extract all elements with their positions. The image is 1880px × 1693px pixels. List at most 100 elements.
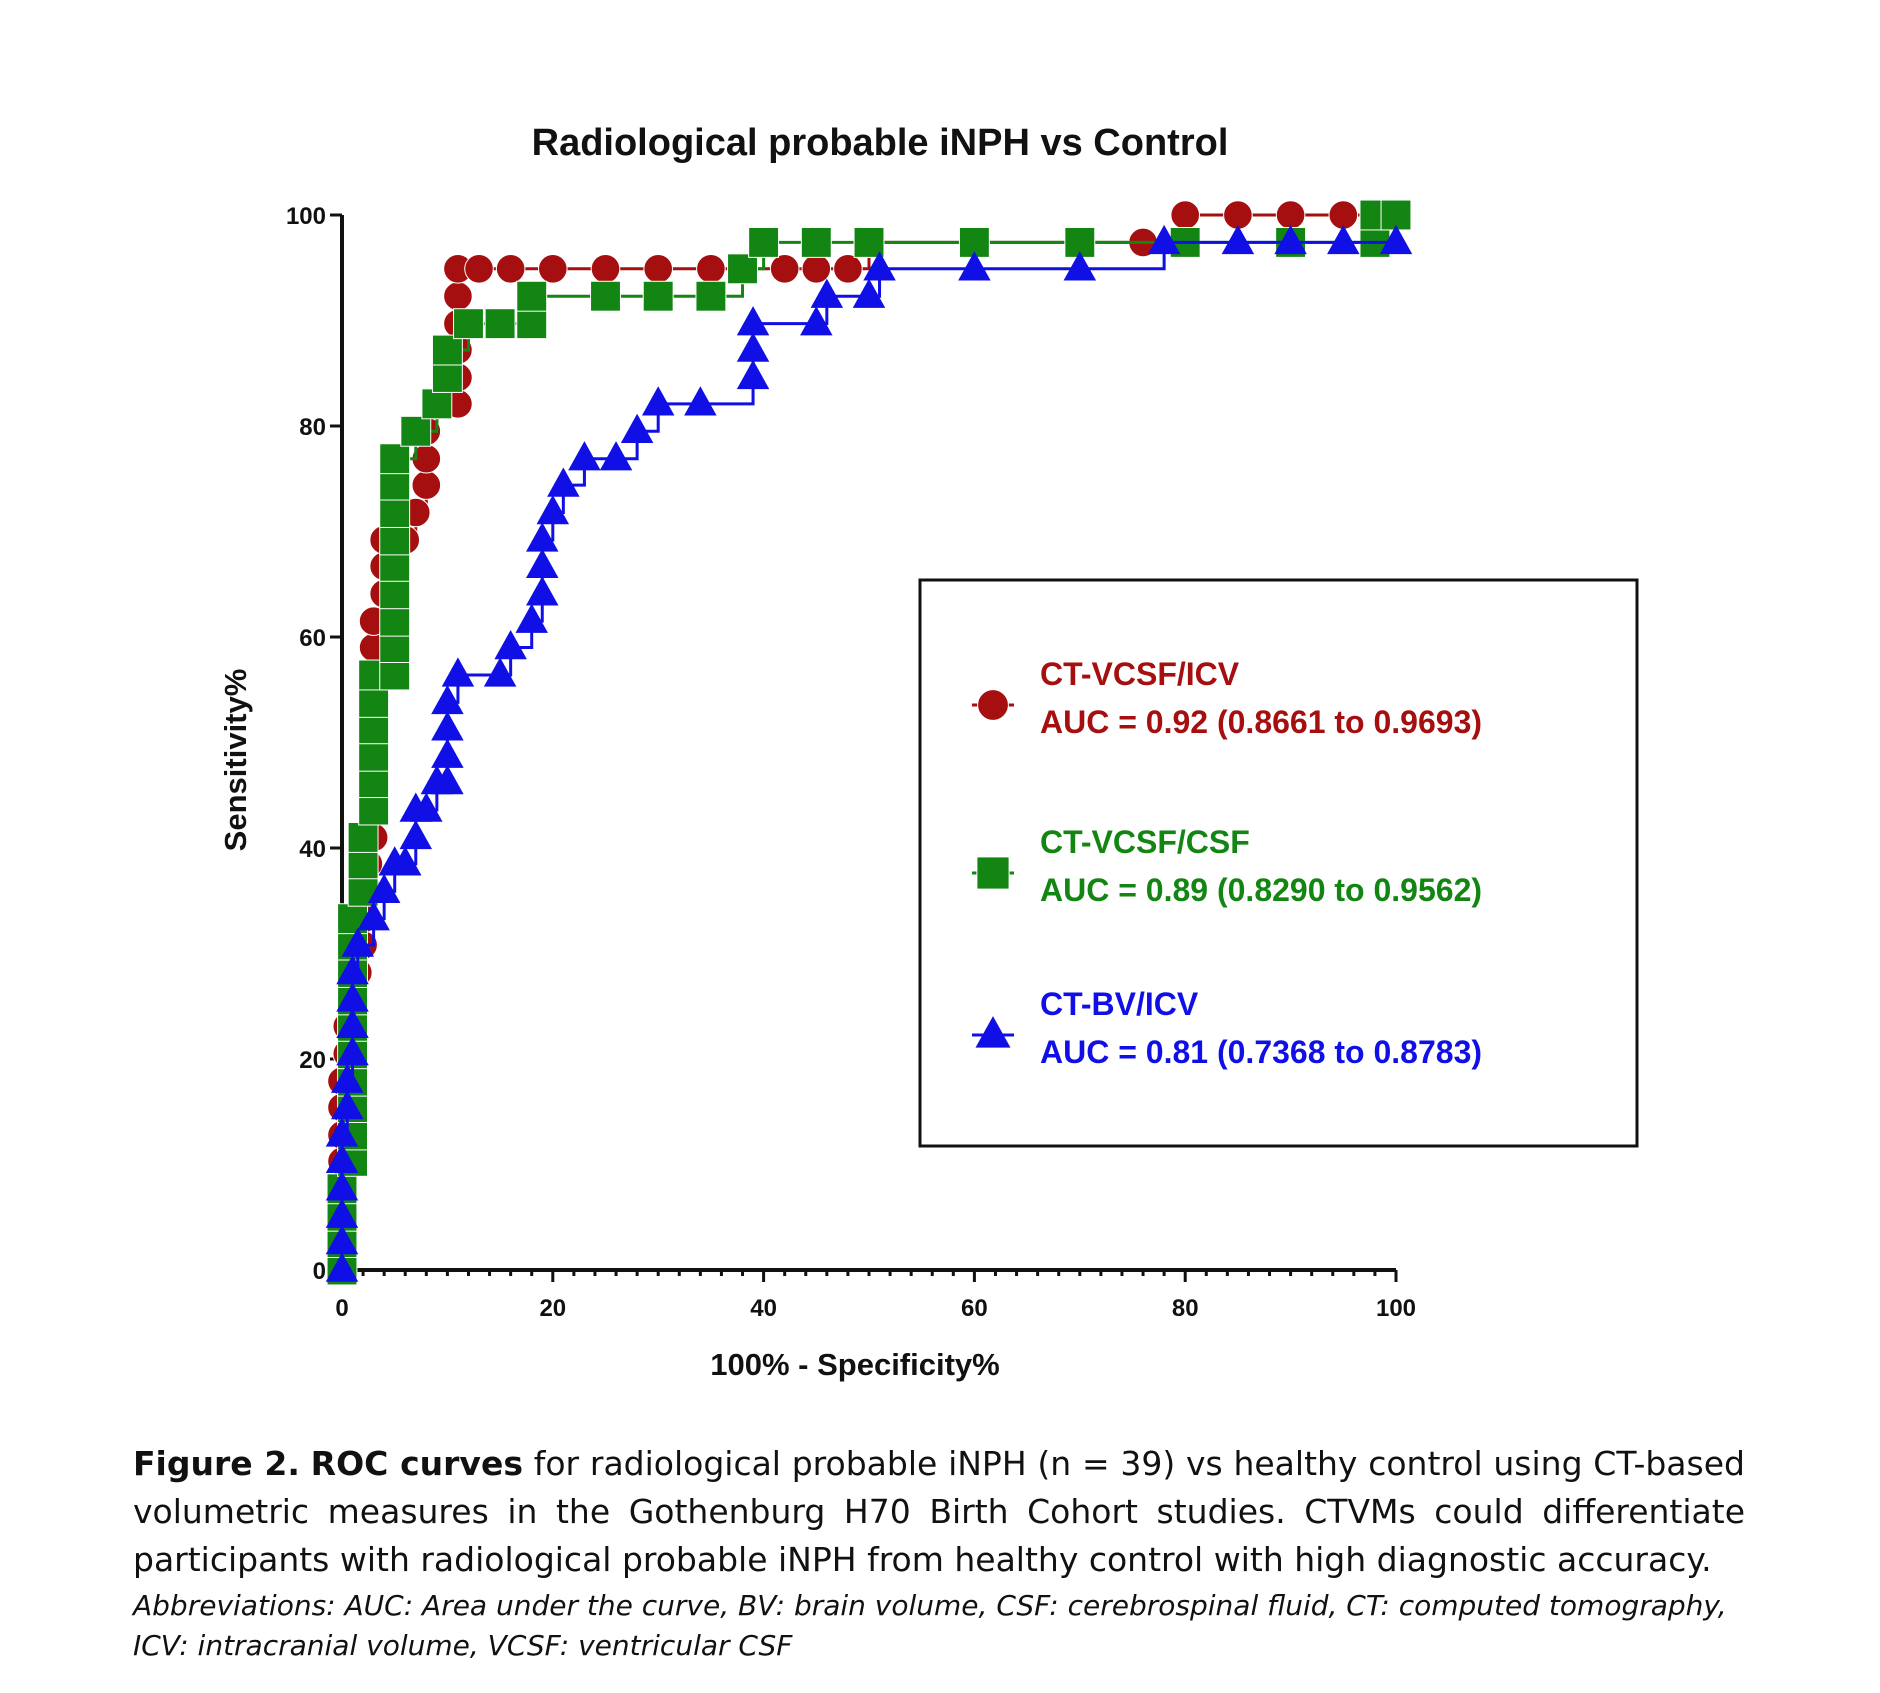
data-point-bv-icv: [620, 413, 654, 443]
data-point-vcsf-csf: [379, 659, 411, 691]
series-vcsf-csf: [326, 199, 1412, 1286]
data-point-vcsf-csf: [379, 524, 411, 556]
x-axis-label: 100% - Specificity%: [710, 1347, 999, 1382]
data-point-vcsf-csf: [516, 280, 548, 312]
data-point-vcsf-csf: [379, 632, 411, 663]
y-tick-label: 20: [299, 1047, 326, 1074]
data-point-bv-icv: [800, 306, 833, 336]
data-point-bv-icv: [483, 657, 517, 687]
data-point-bv-icv: [431, 684, 464, 715]
data-point-vcsf-csf: [695, 280, 727, 312]
data-point-vcsf-csf: [1380, 199, 1412, 231]
data-point-vcsf-csf: [358, 740, 390, 772]
data-point-bv-icv: [1063, 251, 1097, 281]
data-point-bv-icv: [325, 1117, 359, 1147]
data-point-vcsf-csf: [358, 767, 390, 799]
data-point-bv-icv: [336, 954, 369, 985]
data-point-vcsf-icv: [769, 254, 800, 284]
x-tick-label: 80: [1172, 1295, 1199, 1322]
data-point-bv-icv: [431, 711, 464, 741]
legend-series-name: CT-BV/ICV: [1040, 986, 1199, 1022]
data-point-bv-icv: [526, 576, 559, 606]
data-point-bv-icv: [494, 630, 527, 660]
data-point-vcsf-csf: [421, 388, 453, 420]
data-point-vcsf-csf: [379, 497, 411, 528]
data-point-bv-icv: [388, 846, 422, 876]
y-tick-label: 100: [286, 203, 326, 230]
data-point-vcsf-csf: [590, 280, 621, 312]
data-point-bv-icv: [336, 1008, 369, 1038]
data-point-vcsf-csf: [727, 253, 758, 285]
data-point-vcsf-csf: [431, 362, 463, 393]
caption-text: for radiological probable iNPH (n = 39) …: [133, 1444, 1745, 1579]
legend-box: [918, 578, 1639, 1148]
data-point-vcsf-csf: [379, 469, 411, 501]
data-point-bv-icv: [1274, 224, 1307, 255]
legend-marker: [977, 689, 1009, 721]
data-point-bv-icv: [515, 603, 548, 633]
data-point-bv-icv: [325, 1252, 359, 1282]
data-point-vcsf-icv: [464, 254, 494, 284]
x-tick-label: 0: [335, 1295, 348, 1322]
data-point-bv-icv: [568, 441, 601, 471]
data-point-bv-icv: [399, 819, 433, 850]
data-point-bv-icv: [526, 522, 559, 552]
y-axis-label: Sensitivity%: [218, 669, 253, 852]
data-point-bv-icv: [684, 386, 717, 416]
data-point-bv-icv: [736, 359, 770, 390]
caption-abbreviations: Abbreviations: AUC: Area under the curve…: [133, 1589, 1727, 1662]
data-point-vcsf-icv: [411, 470, 442, 500]
data-point-vcsf-csf: [347, 848, 379, 880]
data-point-bv-icv: [958, 251, 991, 281]
data-point-bv-icv: [357, 901, 390, 931]
data-point-vcsf-csf: [516, 308, 548, 340]
data-point-bv-icv: [325, 1198, 359, 1228]
data-point-bv-icv: [431, 765, 464, 795]
data-point-bv-icv: [331, 1089, 364, 1120]
data-point-bv-icv: [547, 467, 580, 497]
data-point-vcsf-csf: [379, 578, 411, 610]
caption-main: Figure 2. ROC curves for radiological pr…: [133, 1440, 1745, 1584]
series-bv-icv: [325, 224, 1413, 1282]
x-tick-label: 100: [1376, 1295, 1416, 1322]
data-point-vcsf-csf: [484, 308, 516, 340]
data-point-vcsf-csf: [431, 334, 463, 366]
data-point-bv-icv: [441, 657, 475, 687]
x-tick-label: 20: [539, 1295, 566, 1322]
data-point-bv-icv: [431, 738, 464, 768]
data-point-vcsf-csf: [379, 605, 411, 637]
legend: CT-VCSF/ICV AUC = 0.92 (0.8661 to 0.9693)…: [918, 578, 1639, 1148]
data-point-vcsf-icv: [538, 254, 568, 284]
data-point-bv-icv: [526, 548, 559, 579]
data-point-bv-icv: [736, 332, 770, 362]
data-point-vcsf-csf: [379, 550, 411, 582]
caption-label: Figure 2.: [133, 1444, 300, 1483]
legend-marker: [976, 856, 1010, 890]
legend-symbol-vcsf-csf: [972, 856, 1014, 890]
axes: 0 20 40 60 80 100 0 20 40 60 80 100: [286, 203, 1416, 1322]
y-tick-label: 0: [313, 1258, 326, 1285]
data-point-vcsf-csf: [358, 713, 390, 745]
data-point-vcsf-csf: [400, 415, 432, 447]
plot-area: [325, 199, 1413, 1286]
data-point-vcsf-csf: [358, 794, 390, 826]
data-point-vcsf-csf: [347, 822, 379, 853]
data-point-vcsf-icv: [1170, 200, 1200, 230]
data-point-vcsf-csf: [453, 308, 484, 340]
data-point-bv-icv: [641, 386, 675, 416]
data-point-bv-icv: [852, 278, 886, 308]
data-point-vcsf-icv: [495, 254, 526, 284]
data-point-vcsf-icv: [801, 254, 832, 284]
data-point-bv-icv: [325, 1171, 359, 1201]
data-point-bv-icv: [367, 873, 401, 903]
data-point-bv-icv: [341, 927, 375, 957]
caption-bold-phrase: ROC curves: [310, 1444, 523, 1483]
data-point-vcsf-icv: [643, 254, 674, 284]
data-point-bv-icv: [536, 494, 570, 525]
data-point-vcsf-csf: [748, 226, 780, 258]
legend-symbol-vcsf-icv: [972, 689, 1014, 721]
legend-series-name: CT-VCSF/ICV: [1040, 656, 1240, 692]
data-point-bv-icv: [863, 251, 896, 281]
data-point-bv-icv: [1221, 224, 1255, 255]
